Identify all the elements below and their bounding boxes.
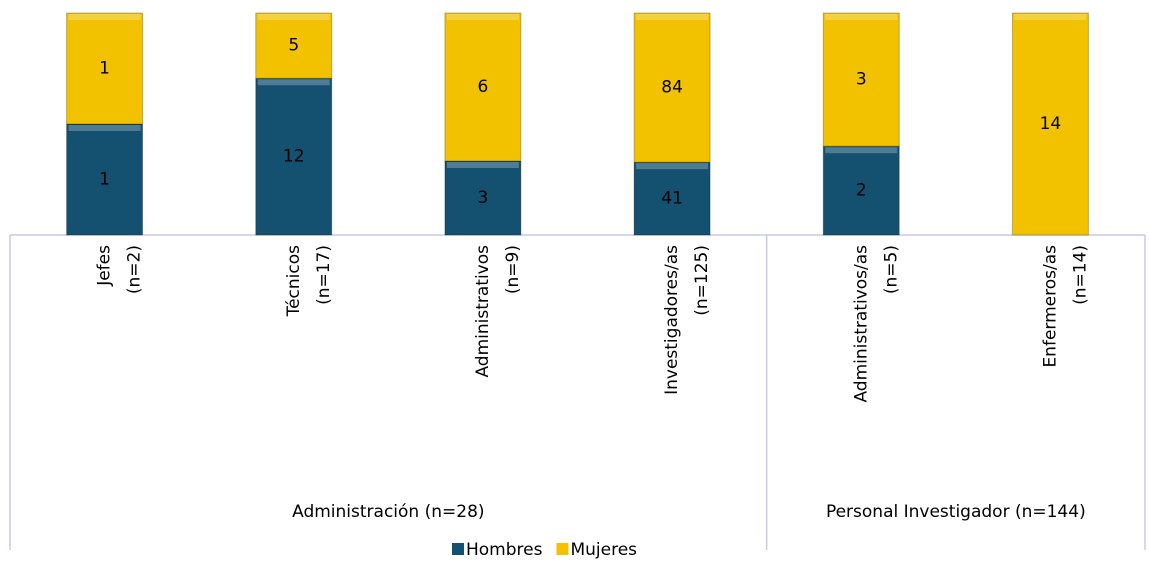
- data-label: 84: [661, 78, 683, 98]
- bar-segment: [444, 160, 522, 236]
- bar-segment: [66, 12, 144, 125]
- data-label: 14: [1040, 114, 1062, 134]
- data-label: 2: [856, 181, 867, 201]
- bevel: [636, 14, 709, 20]
- bevel: [446, 162, 519, 168]
- x-tick-label: (n=17): [314, 245, 334, 305]
- group-label: Administración (n=28): [292, 502, 484, 522]
- x-tick-label: Jefes: [95, 245, 115, 287]
- bevel: [257, 79, 330, 86]
- data-label: 5: [288, 36, 299, 56]
- legend: Hombres Mujeres: [452, 540, 637, 560]
- bevel: [825, 14, 898, 20]
- data-label: 6: [478, 77, 489, 97]
- x-tick-label: Investigadores/as: [662, 245, 682, 395]
- bar-segment: [255, 77, 333, 236]
- x-tick-label: Técnicos: [284, 245, 304, 318]
- data-label: 3: [856, 70, 867, 90]
- x-tick-label: Enfermeros/as: [1040, 245, 1060, 368]
- bar-segment: [633, 12, 711, 163]
- bevel: [825, 147, 898, 154]
- legend-label: Hombres: [466, 540, 543, 560]
- x-tick-label: (n=2): [125, 245, 145, 294]
- bar-segment: [822, 145, 900, 236]
- group-label: Personal Investigador (n=144): [826, 502, 1086, 522]
- bar-segment: [444, 12, 522, 162]
- bar-segment: [633, 161, 711, 236]
- x-tick-label: Administrativos: [473, 245, 493, 378]
- data-label: 1: [99, 170, 110, 190]
- legend-swatch: [452, 543, 464, 555]
- data-label: 3: [478, 188, 489, 208]
- legend-label: Mujeres: [570, 540, 637, 560]
- bar-segment: [1011, 12, 1089, 236]
- legend-swatch: [556, 543, 569, 555]
- bar-segment: [822, 12, 900, 147]
- bar-segment: [255, 12, 333, 79]
- bevel: [257, 14, 330, 20]
- bevel: [636, 163, 709, 170]
- x-tick-label: (n=14): [1070, 245, 1090, 305]
- bar-segment: [66, 123, 144, 236]
- bevel: [446, 14, 519, 20]
- x-tick-label: (n=9): [503, 245, 523, 294]
- bevel: [1014, 14, 1087, 20]
- x-tick-label: (n=5): [881, 245, 901, 294]
- bevel: [68, 125, 141, 131]
- bevel: [68, 14, 141, 20]
- data-label: 12: [283, 147, 305, 167]
- data-label: 41: [661, 189, 683, 209]
- x-tick-label: Administrativos/as: [851, 245, 871, 403]
- data-label: 1: [99, 59, 110, 79]
- x-tick-label: (n=125): [692, 245, 712, 316]
